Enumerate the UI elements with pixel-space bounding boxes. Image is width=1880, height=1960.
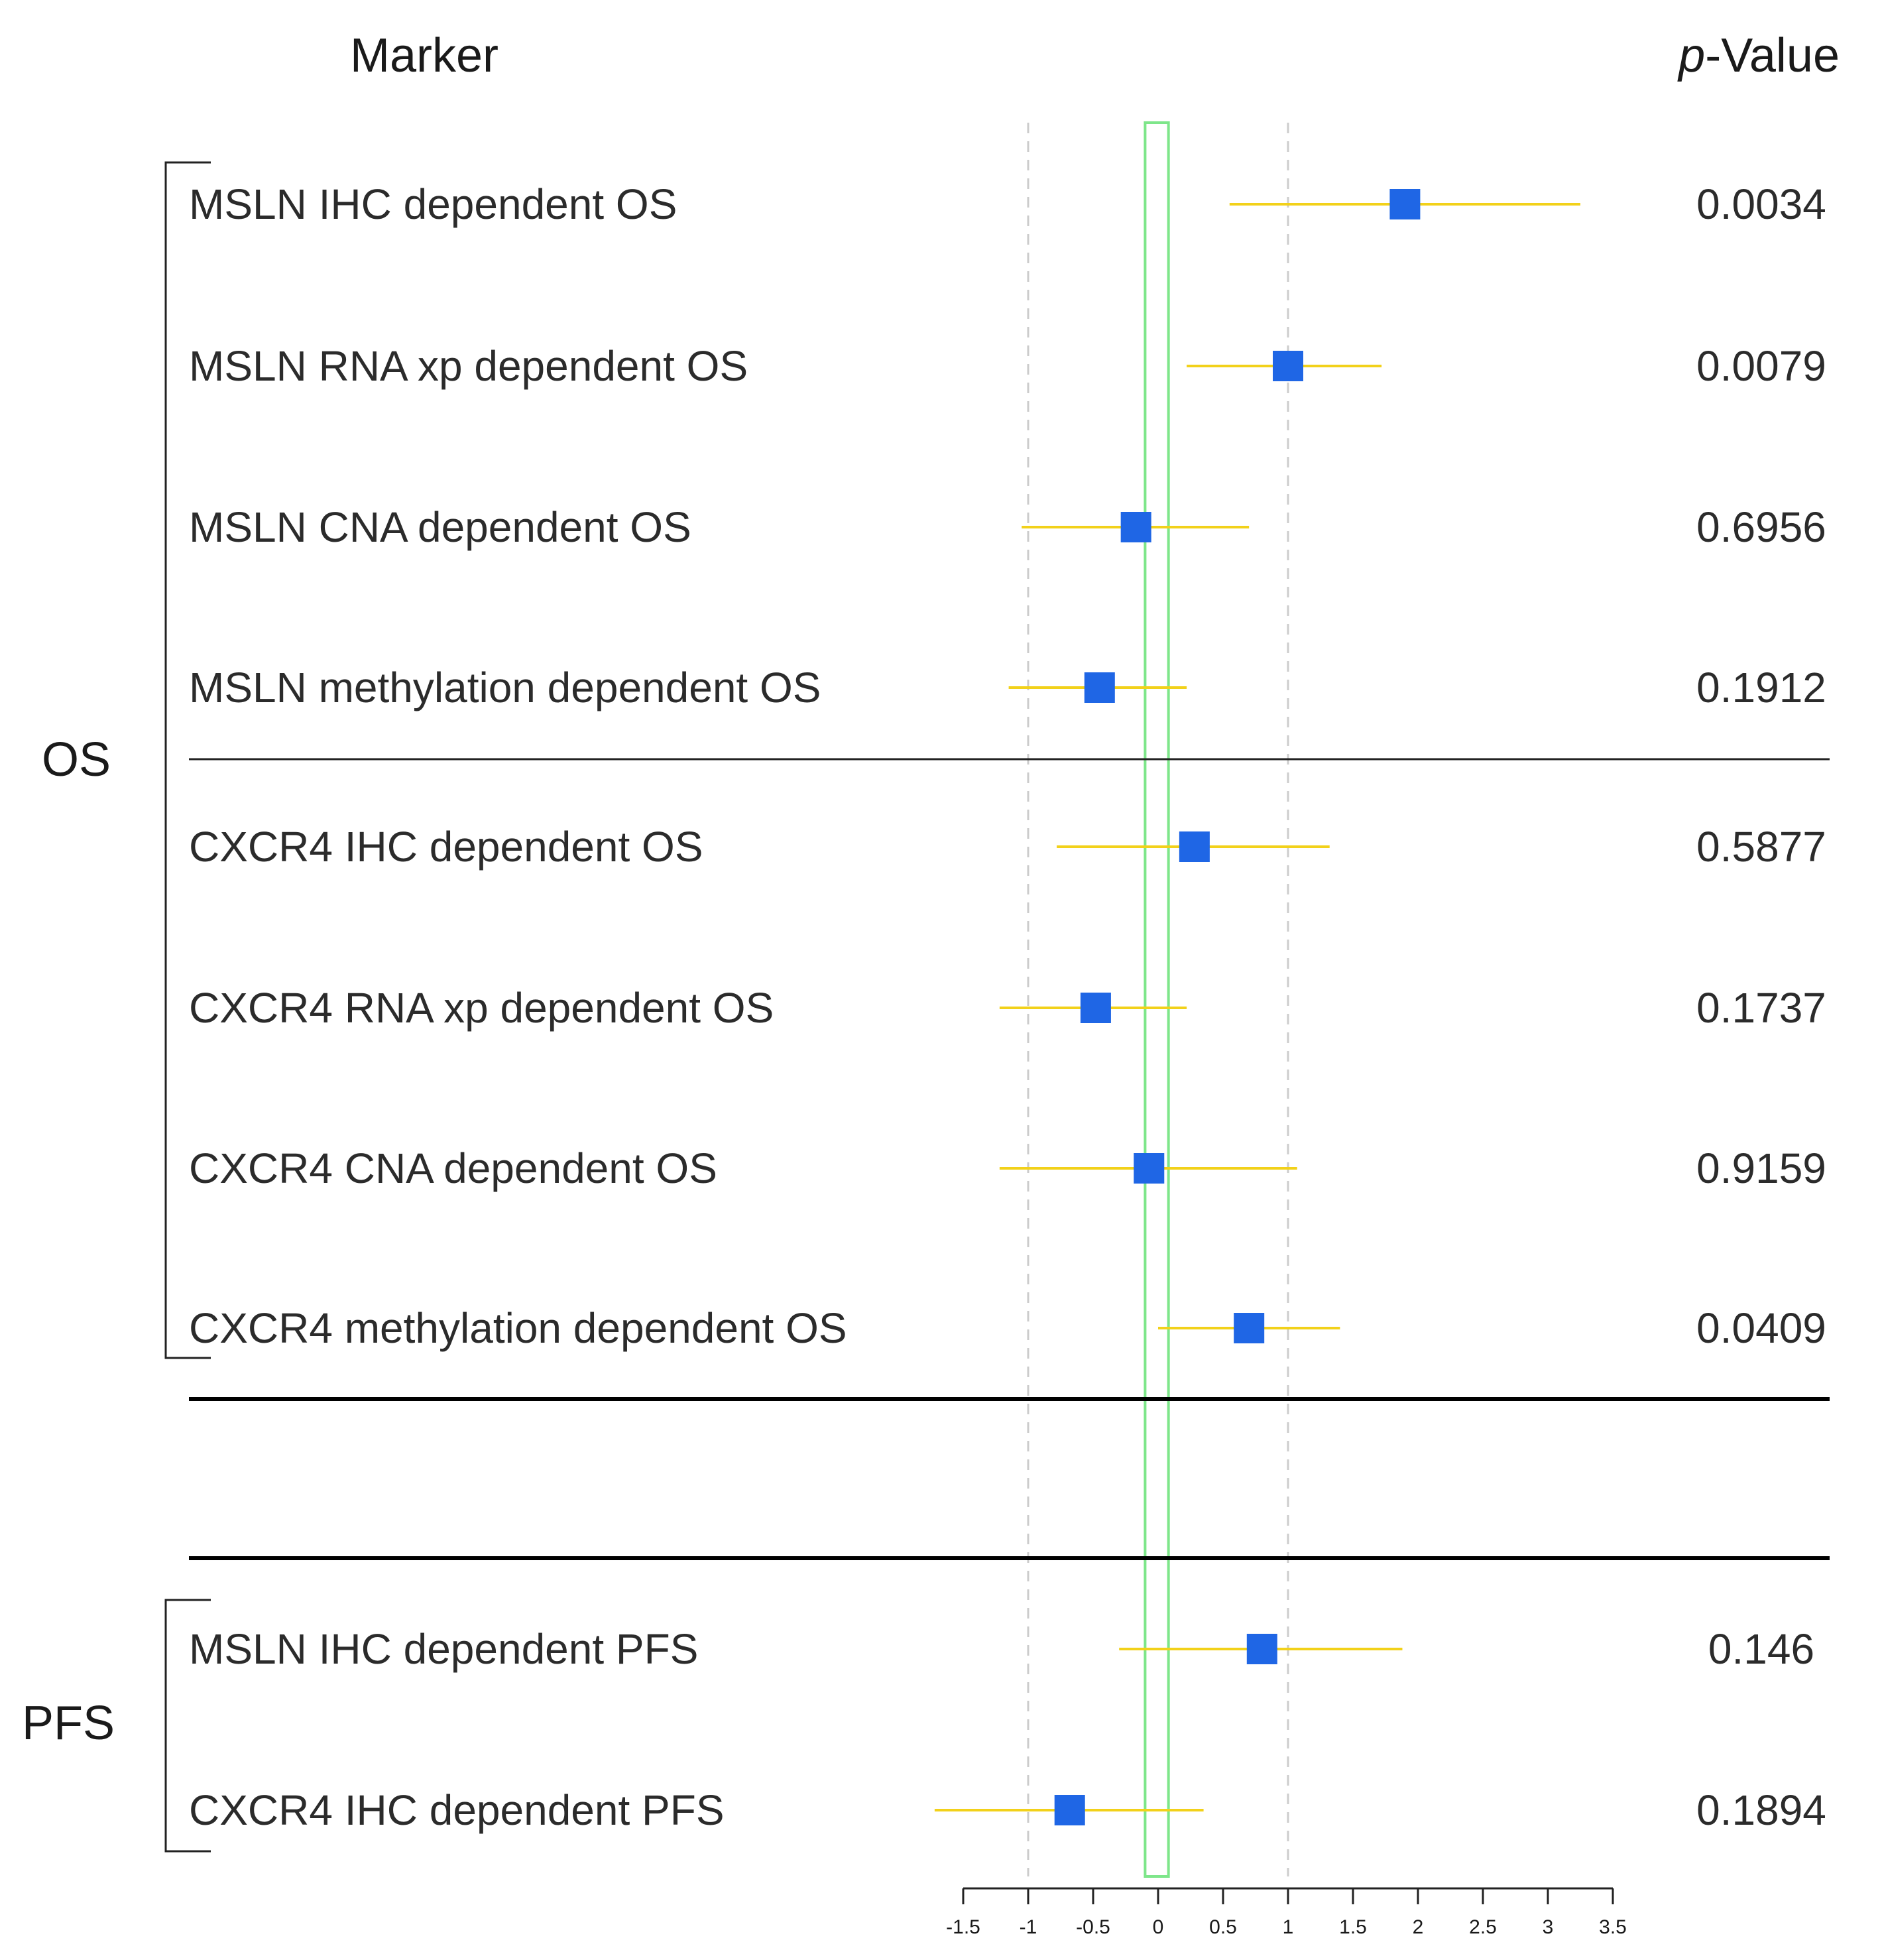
point-estimate xyxy=(1120,512,1151,542)
x-tick-label: 2.5 xyxy=(1469,1916,1497,1938)
row-label: MSLN RNA xp dependent OS xyxy=(189,342,748,390)
p-value: 0.0409 xyxy=(1696,1304,1826,1352)
row-label: MSLN IHC dependent OS xyxy=(189,180,677,228)
forest-rows: MSLN IHC dependent OS 0.0034 MSLN RNA xp d… xyxy=(189,180,1826,1834)
row-label: MSLN IHC dependent PFS xyxy=(189,1625,698,1673)
x-tick-label: 3.5 xyxy=(1599,1916,1627,1938)
point-estimate xyxy=(1134,1153,1165,1184)
point-estimate xyxy=(1054,1795,1085,1825)
p-value: 0.1912 xyxy=(1696,664,1826,711)
reference-lines xyxy=(1027,123,1289,1876)
p-value: 0.5877 xyxy=(1696,823,1826,871)
group-label-pfs: PFS xyxy=(22,1697,115,1750)
x-tick-label: -1 xyxy=(1020,1916,1037,1938)
point-estimate xyxy=(1084,672,1115,703)
p-value: 0.1737 xyxy=(1696,984,1826,1032)
x-tick-label: 0.5 xyxy=(1209,1916,1237,1938)
p-value: 0.6956 xyxy=(1696,503,1826,551)
row-label: MSLN methylation dependent OS xyxy=(189,664,821,711)
point-estimate xyxy=(1179,831,1210,862)
x-tick-label: -1.5 xyxy=(946,1916,980,1938)
pvalue-header-italic: p xyxy=(1677,29,1705,82)
point-estimate xyxy=(1273,351,1303,381)
x-tick-label: -0.5 xyxy=(1076,1916,1110,1938)
row-label: CXCR4 IHC dependent PFS xyxy=(189,1786,725,1834)
pvalue-header: p-Value xyxy=(1677,29,1840,82)
pfs-bracket xyxy=(164,1599,211,1853)
x-tick-label: 1.5 xyxy=(1339,1916,1367,1938)
row-label: CXCR4 IHC dependent OS xyxy=(189,823,703,871)
marker-header: Marker xyxy=(350,29,499,82)
p-value: 0.0079 xyxy=(1696,342,1826,390)
point-estimate xyxy=(1080,993,1111,1023)
point-estimate xyxy=(1246,1634,1277,1664)
null-band xyxy=(1144,121,1170,1878)
group-label-os: OS xyxy=(42,733,111,786)
row-label: MSLN CNA dependent OS xyxy=(189,503,691,551)
x-tick-label: 3 xyxy=(1543,1916,1554,1938)
point-estimate xyxy=(1234,1313,1265,1343)
pvalue-header-rest: -Value xyxy=(1705,29,1840,82)
os-bracket xyxy=(164,161,211,1359)
row-label: CXCR4 RNA xp dependent OS xyxy=(189,984,774,1032)
row-label: CXCR4 methylation dependent OS xyxy=(189,1304,847,1352)
row-label: CXCR4 CNA dependent OS xyxy=(189,1144,717,1192)
p-value: 0.0034 xyxy=(1696,180,1826,228)
x-tick-label: 2 xyxy=(1413,1916,1424,1938)
x-tick-label: 1 xyxy=(1283,1916,1294,1938)
p-value: 0.1894 xyxy=(1696,1786,1826,1834)
p-value: 0.9159 xyxy=(1696,1144,1826,1192)
point-estimate xyxy=(1389,189,1421,219)
p-value: 0.146 xyxy=(1708,1625,1814,1673)
x-tick-label: 0 xyxy=(1153,1916,1164,1938)
x-axis: -1.5 -1 -0.5 0 0.5 1 1.5 2 2.5 3 3.5 xyxy=(946,1887,1627,1938)
